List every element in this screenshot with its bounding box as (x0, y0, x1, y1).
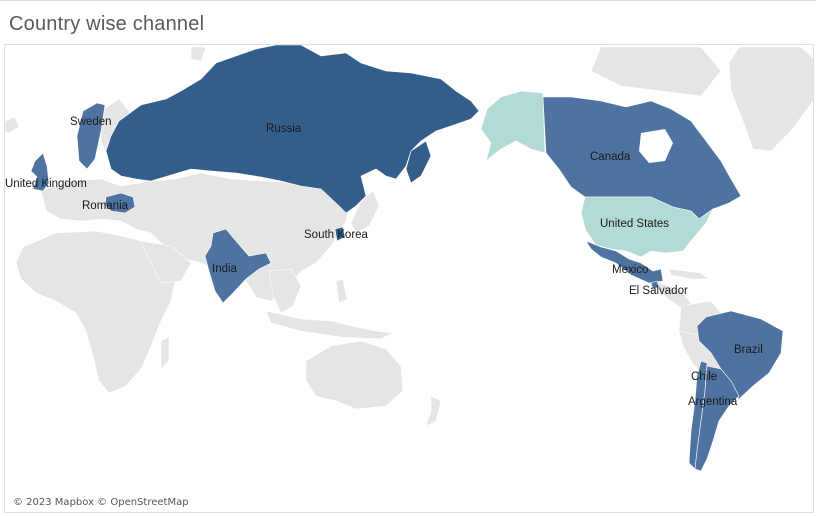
country-canada[interactable] (542, 96, 742, 220)
label-sweden: Sweden (70, 116, 112, 128)
country-alaska[interactable] (480, 90, 546, 162)
label-south-korea: South Korea (304, 229, 369, 241)
country-mexico[interactable] (585, 240, 664, 284)
land-svalbard (190, 46, 207, 62)
country-sweden[interactable] (76, 102, 106, 170)
land-madagascar (160, 336, 170, 370)
land-greenland (728, 46, 813, 152)
top-divider (0, 0, 816, 1)
country-shapes[interactable] (30, 45, 784, 472)
country-south-korea[interactable] (334, 226, 346, 242)
country-brazil[interactable] (696, 310, 784, 400)
land-newzealand (425, 395, 442, 427)
hudson-bay (639, 129, 673, 163)
map-attribution[interactable]: © 2023 Mapbox © OpenStreetMap (13, 497, 189, 508)
label-united-kingdom: United Kingdom (5, 178, 87, 190)
label-argentina: Argentina (688, 396, 738, 408)
label-el-salvador: El Salvador (629, 285, 688, 297)
label-canada: Canada (590, 151, 631, 163)
country-uk[interactable] (30, 152, 50, 192)
land-iceland (5, 116, 20, 134)
land-seasia (268, 268, 302, 314)
land-africa (15, 230, 177, 394)
country-india[interactable] (204, 228, 272, 304)
label-brazil: Brazil (734, 344, 763, 356)
land-philippines (335, 278, 348, 304)
country-argentina[interactable] (694, 365, 740, 472)
country-russia[interactable] (105, 45, 480, 214)
country-labels: Russia Sweden United Kingdom Romania Ind… (5, 116, 763, 408)
label-russia: Russia (266, 123, 302, 135)
land-japan (350, 190, 380, 234)
land-australia (305, 340, 404, 410)
country-romania[interactable] (104, 192, 136, 214)
map-view[interactable]: Russia Sweden United Kingdom Romania Ind… (4, 44, 814, 513)
land-indonesia (265, 310, 395, 340)
land-arctic (590, 46, 722, 97)
label-india: India (212, 263, 238, 275)
land-cuba (668, 268, 710, 280)
country-el-salvador[interactable] (650, 280, 660, 290)
label-united-states: United States (600, 218, 669, 230)
country-russia-kamchatka[interactable] (405, 140, 432, 184)
world-map[interactable]: Russia Sweden United Kingdom Romania Ind… (5, 45, 813, 512)
label-chile: Chile (691, 371, 717, 383)
label-mexico: Mexico (612, 264, 648, 276)
label-romania: Romania (82, 200, 129, 212)
page-title: Country wise channel (9, 13, 205, 35)
land-arabia (140, 240, 192, 284)
